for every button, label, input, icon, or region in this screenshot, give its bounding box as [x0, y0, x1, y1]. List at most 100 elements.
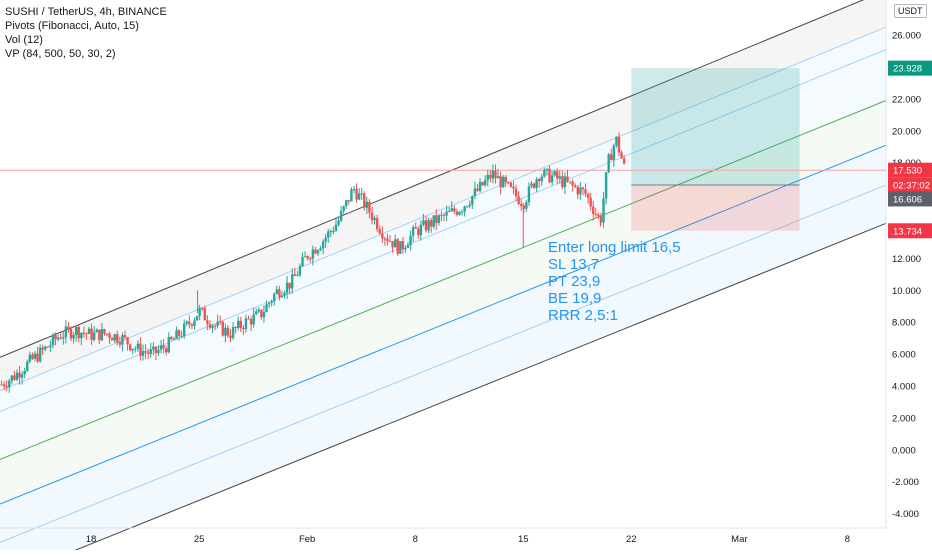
- candle-body: [72, 334, 75, 339]
- candle-body: [414, 227, 417, 229]
- channel-lower-line[interactable]: [0, 144, 887, 505]
- candle-body: [195, 316, 199, 321]
- candle-body: [134, 348, 137, 350]
- candle-body: [517, 196, 520, 205]
- candle-body: [486, 174, 489, 181]
- candle-body: [422, 220, 425, 225]
- candle-body: [339, 211, 343, 221]
- candle-body: [476, 188, 479, 191]
- currency-unit-label[interactable]: USDT: [894, 4, 927, 18]
- candle-body: [128, 344, 132, 351]
- candle-body: [108, 333, 111, 339]
- position-stop-zone[interactable]: [631, 184, 800, 231]
- candle-body: [540, 176, 543, 182]
- candle-body: [262, 311, 266, 318]
- candle-body: [370, 212, 374, 221]
- candle-body: [201, 308, 204, 310]
- candle-body: [574, 185, 577, 187]
- candle-body: [219, 321, 222, 323]
- candle-body: [113, 334, 116, 341]
- candle-body: [350, 189, 353, 202]
- price-axis-tick-label: 0.000: [892, 445, 916, 456]
- candle-body: [429, 220, 433, 227]
- legend-symbol[interactable]: SUSHI / TetherUS, 4h, BINANCE: [5, 6, 167, 18]
- candle-body: [586, 193, 590, 198]
- candle-body: [242, 327, 245, 330]
- price-tag-last-bg[interactable]: [888, 162, 932, 178]
- price-tag-stop[interactable]: 13.734: [893, 226, 922, 237]
- candle-body: [437, 215, 441, 224]
- candle-body: [51, 335, 55, 346]
- candle-body: [177, 330, 181, 337]
- candle-body: [239, 320, 242, 328]
- candle-body: [164, 348, 168, 353]
- time-axis-tick-label: 8: [845, 534, 850, 545]
- candle-body: [41, 347, 44, 350]
- channel-outer-lower-line[interactable]: [0, 222, 887, 555]
- candle-body: [255, 311, 258, 315]
- price-tag-entry-bg[interactable]: [888, 191, 932, 207]
- candle-body: [581, 187, 585, 190]
- candle-body: [316, 250, 320, 254]
- channel-lower-fan-line[interactable]: [0, 184, 887, 543]
- price-tag-last[interactable]: 17.530: [893, 166, 922, 177]
- position-target-zone[interactable]: [631, 68, 800, 185]
- candle-body: [622, 158, 626, 164]
- price-tag-countdown-bg[interactable]: [888, 177, 932, 193]
- candle-body: [363, 193, 366, 208]
- candle-body: [494, 170, 497, 179]
- candle-body: [283, 292, 286, 296]
- legend-vp[interactable]: VP (84, 500, 50, 30, 2): [5, 48, 116, 60]
- price-tag-target[interactable]: 23.928: [893, 64, 922, 75]
- candle-body: [352, 189, 356, 191]
- candle-body: [558, 176, 561, 179]
- candle-body: [221, 321, 224, 336]
- candle-body: [110, 338, 114, 341]
- candle-body: [162, 345, 165, 349]
- candle-body: [365, 201, 369, 208]
- candle-body: [213, 325, 217, 327]
- candle-body: [231, 326, 235, 338]
- candle-body: [234, 326, 237, 329]
- candle-body: [301, 256, 304, 267]
- candle-body: [159, 345, 163, 350]
- legend-pivots[interactable]: Pivots (Fibonacci, Auto, 15): [5, 20, 139, 32]
- price-tag-target-bg[interactable]: [888, 60, 932, 76]
- price-tag-countdown[interactable]: 02:37:02: [893, 181, 930, 192]
- channel-middle-line[interactable]: [0, 100, 887, 460]
- candle-body: [59, 337, 62, 339]
- candle-body: [275, 289, 279, 294]
- candle-body: [260, 309, 263, 318]
- candle-body: [538, 179, 541, 182]
- candle-body: [0, 384, 3, 386]
- candle-body: [298, 266, 302, 276]
- channel-fan-line-2[interactable]: [0, 49, 887, 412]
- legend-vol[interactable]: Vol (12): [5, 34, 43, 46]
- candle-body: [18, 372, 21, 378]
- candle-body: [594, 214, 598, 216]
- price-tag-entry[interactable]: 16.606: [893, 194, 922, 205]
- candle-body: [401, 241, 405, 250]
- annotation-line-rrr: RRR 2,5:1: [548, 307, 619, 324]
- candle-body: [123, 335, 127, 338]
- channel-fan-line-1[interactable]: [0, 26, 887, 392]
- candle-body: [597, 214, 600, 217]
- price-axis-tick-label: -2.000: [892, 477, 919, 488]
- candle-body: [388, 241, 392, 243]
- channel-upper-line[interactable]: [0, 0, 886, 358]
- candle-body: [257, 309, 261, 312]
- annotation-line-entry: Enter long limit 16,5: [548, 239, 681, 256]
- candle-body: [291, 274, 294, 289]
- candle-body: [98, 329, 101, 341]
- candle-body: [465, 206, 469, 208]
- candle-body: [190, 324, 194, 326]
- candle-body: [149, 349, 152, 354]
- candle-body: [393, 239, 397, 248]
- candle-body: [20, 374, 24, 378]
- price-tag-stop-bg[interactable]: [888, 223, 932, 239]
- candle-body: [589, 197, 592, 207]
- candle-body: [100, 329, 104, 341]
- time-axis-tick-label: 8: [413, 534, 418, 545]
